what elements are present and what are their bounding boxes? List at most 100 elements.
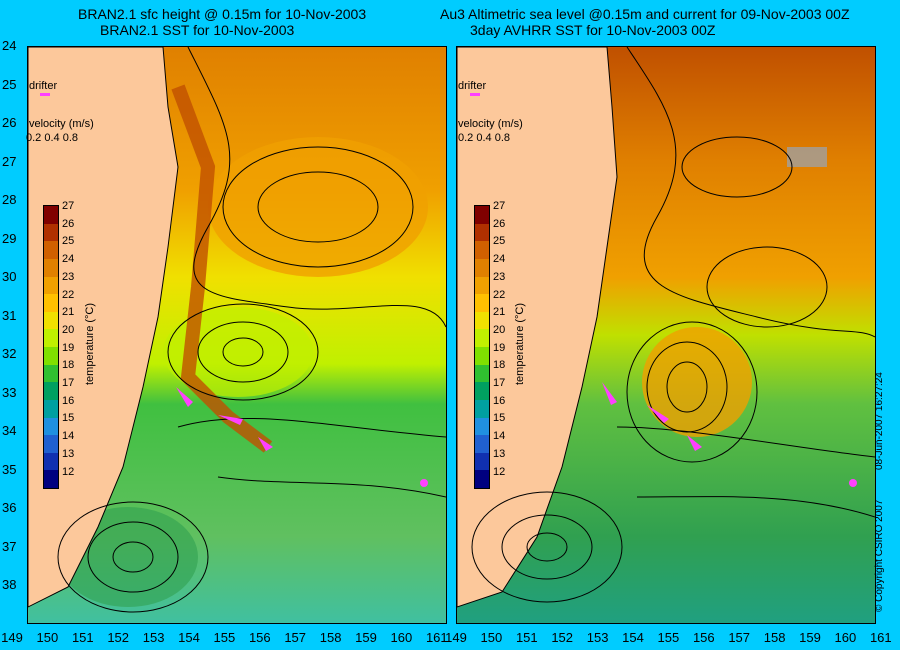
y-tick-label: 27 (2, 153, 17, 169)
colorbar-tick-label: 15 (62, 412, 75, 425)
colorbar-segment (475, 241, 489, 259)
colorbar-segment (475, 276, 489, 295)
x-tick-label: 160 (390, 630, 413, 645)
colorbar-tick-label: 23 (62, 270, 75, 283)
y-tick-label: 38 (2, 577, 17, 592)
left-title-line1: BRAN2.1 sfc height @ 0.15m for 10-Nov-20… (78, 6, 367, 22)
y-tick-label: 25 (2, 76, 17, 92)
colorbar-tick-label: 26 (62, 217, 75, 230)
colorbar-tick-label: 27 (493, 200, 506, 212)
colorbar-segment (475, 399, 489, 418)
y-tick-label: 26 (2, 115, 17, 130)
colorbar-segment (44, 452, 58, 471)
colorbar-tick-label: 24 (493, 253, 506, 266)
x-tick-label: 159 (799, 630, 821, 645)
colorbar-tick-label: 23 (493, 270, 506, 283)
colorbar-tick-label: 13 (493, 447, 506, 460)
colorbar-tick-label: 14 (62, 430, 75, 443)
colorbar-tick-label: 27 (62, 200, 75, 212)
colorbar-tick-label: 16 (493, 394, 506, 407)
x-tick-label: 151 (515, 630, 538, 645)
drifter-tracks (176, 387, 428, 487)
left-drifter-label: drifter (29, 80, 58, 92)
colorbar-tick-label: 16 (62, 394, 75, 407)
y-tick-label: 34 (2, 423, 17, 438)
colorbar-segment (475, 258, 489, 277)
x-tick-label: 153 (142, 630, 165, 645)
x-tick-label: 161 (869, 630, 892, 645)
y-tick-label: 30 (2, 269, 17, 284)
left-title-line2: BRAN2.1 SST for 10-Nov-2003 (100, 22, 295, 38)
colorbar-segment (475, 417, 489, 436)
colorbar-segment (475, 382, 489, 400)
colorbar-tick-label: 14 (493, 430, 506, 443)
x-tick-label: 159 (355, 630, 377, 645)
colorbar-segment (44, 276, 58, 295)
x-tick-label: 152 (107, 630, 130, 645)
right-title-line2: 3day AVHRR SST for 10-Nov-2003 00Z (470, 22, 716, 38)
sea-level-contours (471, 47, 875, 603)
x-tick-label: 157 (728, 630, 751, 645)
colorbar-segment (475, 452, 489, 471)
colorbar-segment (475, 294, 489, 312)
colorbar-segment (475, 311, 489, 330)
colorbar-segment (475, 206, 489, 224)
sea-level-contours (57, 47, 446, 613)
x-tick-label: 150 (36, 630, 59, 645)
colorbar-tick-label: 19 (493, 341, 506, 354)
y-tick-label: 32 (2, 346, 17, 361)
x-tick-label: 156 (248, 630, 271, 645)
right-drifter-marker (470, 93, 480, 96)
right-map-panel (456, 46, 876, 624)
right-velocity-label: velocity (m/s) (458, 118, 523, 130)
left-velocity-values: 0.2 0.4 0.8 (26, 132, 78, 144)
x-tick-label: 150 (480, 630, 503, 645)
x-tick-label: 158 (319, 630, 342, 645)
x-tick-label: 155 (213, 630, 236, 645)
colorbar-tick-label: 15 (493, 412, 506, 425)
colorbar-segment (44, 347, 58, 365)
colorbar-segment (475, 347, 489, 365)
x-tick-label: 158 (763, 630, 786, 645)
y-tick-label: 33 (2, 384, 17, 400)
colorbar-segment (44, 470, 58, 488)
colorbar-tick-label: 17 (493, 377, 506, 389)
colorbar-segment (44, 364, 58, 383)
credit-date: 08-Jun-2007 16:27:24 (874, 372, 885, 470)
y-tick-label: 37 (2, 538, 17, 554)
right-velocity-values: 0.2 0.4 0.8 (458, 132, 510, 144)
left-map-svg (28, 47, 446, 623)
colorbar-tick-label: 18 (493, 359, 506, 372)
colorbar-segment (44, 241, 58, 259)
x-tick-label: 152 (551, 630, 574, 645)
x-tick-label: 149 (1, 630, 23, 645)
colorbar-tick-label: 19 (62, 341, 75, 354)
x-tick-label: 155 (657, 630, 680, 645)
y-tick-label: 28 (2, 192, 17, 207)
right-colorbar-label: temperature (°C) (514, 302, 526, 385)
left-drifter-marker (40, 93, 50, 96)
colorbar-segment (475, 435, 489, 453)
right-title-line1: Au3 Altimetric sea level @0.15m and curr… (440, 6, 850, 22)
colorbar-tick-label: 13 (62, 447, 75, 460)
colorbar-segment (44, 399, 58, 418)
left-colorbar (43, 205, 59, 489)
copyright-text: © Copyright CSIRO 2007 (874, 499, 885, 612)
x-tick-label: 156 (692, 630, 715, 645)
y-tick-label: 31 (2, 307, 17, 323)
colorbar-segment (475, 223, 489, 242)
left-velocity-label: velocity (m/s) (29, 118, 94, 130)
colorbar-tick-label: 25 (62, 235, 75, 248)
right-map-svg (457, 47, 875, 623)
y-tick-label: 35 (2, 461, 17, 477)
left-map-panel (27, 46, 447, 624)
colorbar-tick-label: 22 (62, 288, 75, 301)
left-colorbar-label: temperature (°C) (84, 302, 96, 385)
coastline-land (457, 47, 618, 608)
x-tick-label: 153 (586, 630, 609, 645)
colorbar-tick-label: 22 (493, 288, 506, 301)
y-tick-label: 36 (2, 500, 17, 515)
colorbar-segment (475, 329, 489, 347)
colorbar-segment (44, 258, 58, 277)
colorbar-segment (44, 435, 58, 453)
